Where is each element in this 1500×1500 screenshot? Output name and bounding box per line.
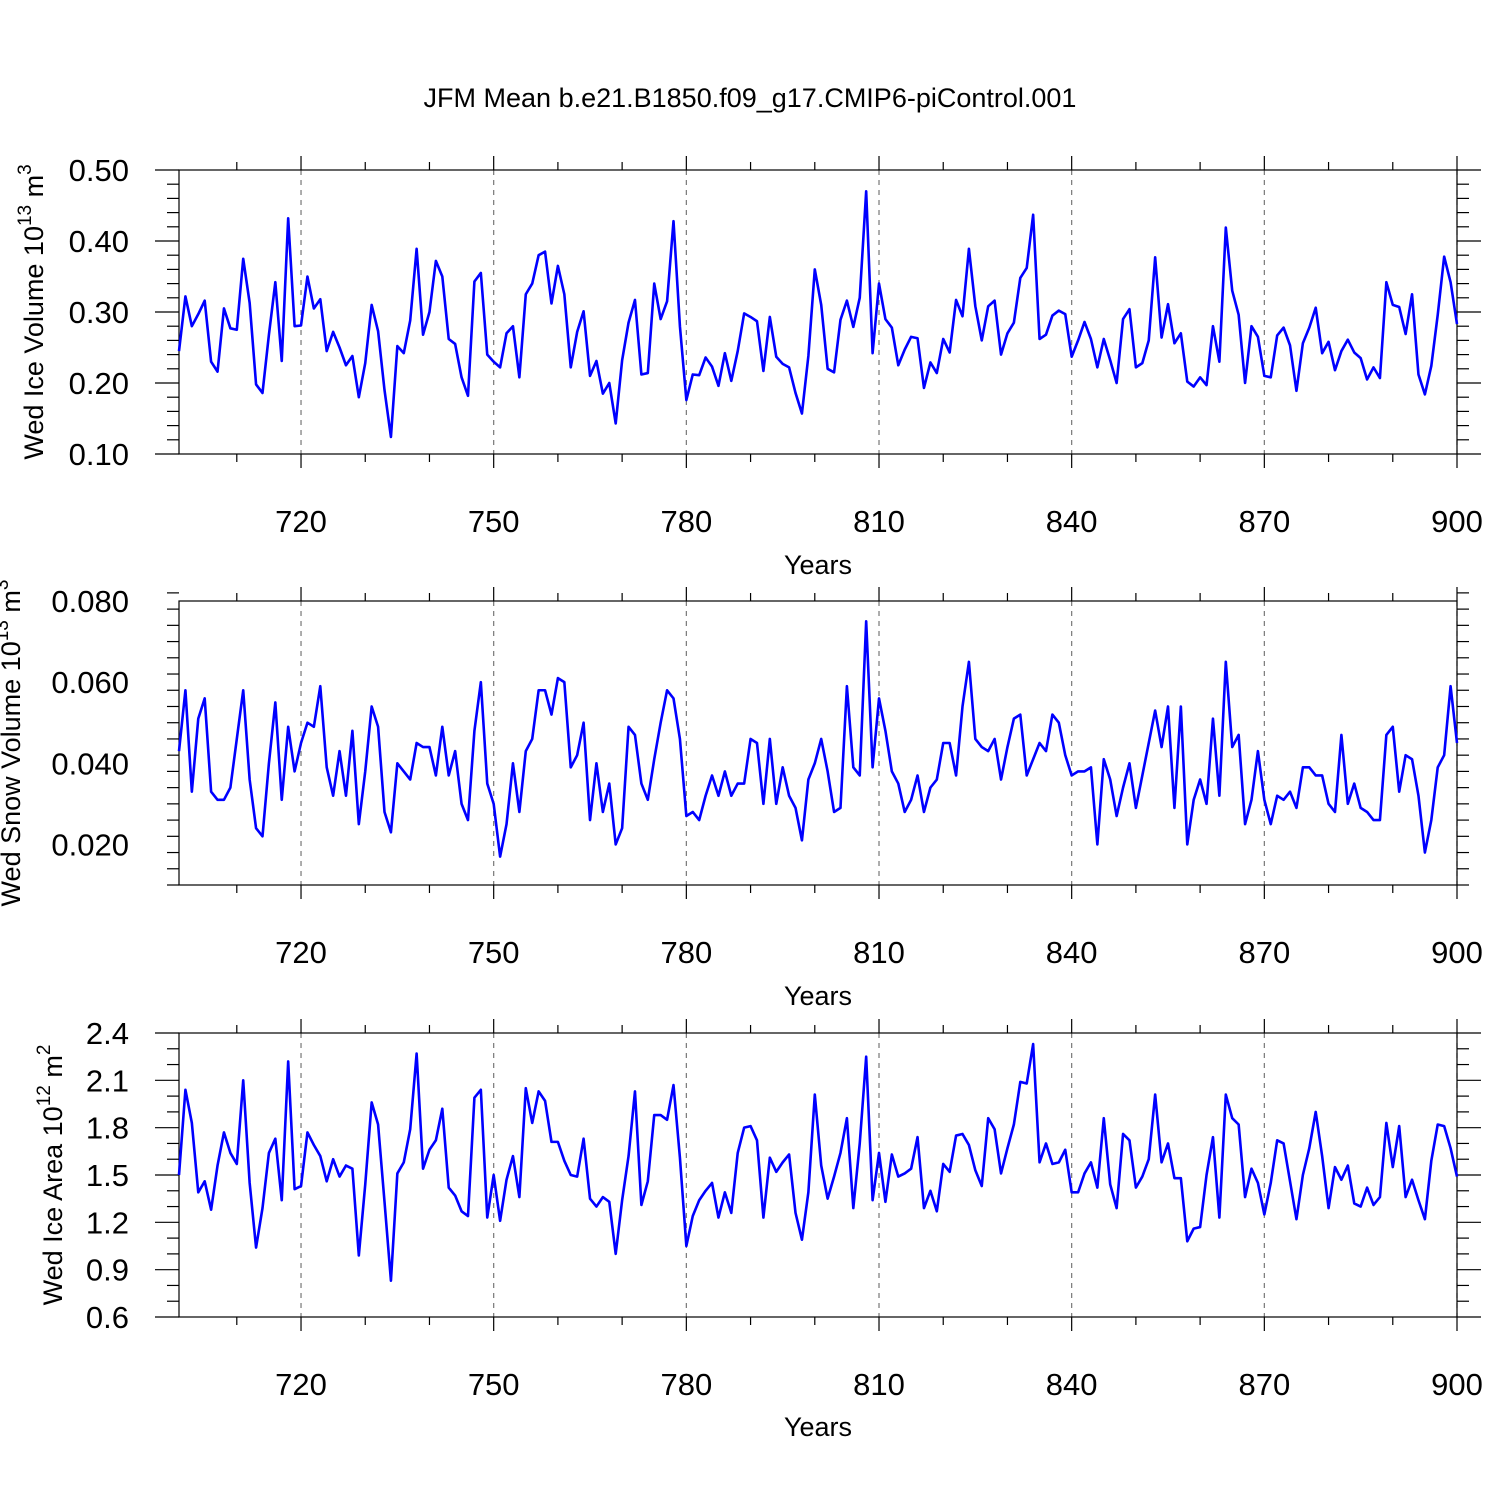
x-tick-label: 900 xyxy=(1431,504,1483,539)
x-tick-label: 750 xyxy=(468,1367,520,1402)
y-axis-label: Wed Ice Area 1012 m2 xyxy=(34,1045,68,1306)
panel-ice-volume: 720 750 780 810 840 870 900 0.10 0.20 0.30 0.40 0.… xyxy=(15,153,1483,580)
x-tick-label: 780 xyxy=(660,935,712,970)
x-axis-label: Years xyxy=(784,1412,852,1442)
x-tick-label: 720 xyxy=(275,504,327,539)
x-tick-label: 810 xyxy=(853,935,905,970)
y-tick-label: 0.30 xyxy=(69,295,129,330)
y-tick-label: 2.1 xyxy=(86,1063,129,1098)
y-tick-label: 1.8 xyxy=(86,1111,129,1146)
y-tick-label: 0.9 xyxy=(86,1253,129,1288)
x-tick-label: 780 xyxy=(660,1367,712,1402)
x-tick-label: 870 xyxy=(1238,504,1290,539)
y-tick-label: 0.10 xyxy=(69,437,129,472)
x-tick-label: 840 xyxy=(1046,504,1098,539)
panel-ice-area: 720 750 780 810 840 870 900 0.6 0.9 1.2 1.5 1.8 2.1… xyxy=(34,1016,1483,1442)
y-tick-label: 0.040 xyxy=(51,746,129,781)
y-tick-label: 0.020 xyxy=(51,827,129,862)
plot-frame xyxy=(178,600,1458,886)
x-tick-label: 810 xyxy=(853,504,905,539)
y-tick-label: 0.060 xyxy=(51,665,129,700)
x-tick-label: 750 xyxy=(468,504,520,539)
y-tick-label: 2.4 xyxy=(86,1016,129,1051)
y-axis-label: Wed Ice Volume 1013 m3 xyxy=(15,164,49,459)
x-tick-label: 870 xyxy=(1238,935,1290,970)
x-tick-label: 720 xyxy=(275,1367,327,1402)
y-tick-label: 0.20 xyxy=(69,366,129,401)
x-tick-label: 750 xyxy=(468,935,520,970)
x-tick-label: 810 xyxy=(853,1367,905,1402)
y-tick-label: 0.080 xyxy=(51,584,129,619)
panel-snow-volume: 720 750 780 810 840 870 900 0.020 0.040 0.060 0.0… xyxy=(0,580,1483,1011)
x-axis-label: Years xyxy=(784,981,852,1011)
x-axis-label: Years xyxy=(784,550,852,580)
x-tick-label: 780 xyxy=(660,504,712,539)
ice-volume-line xyxy=(177,190,1459,439)
x-tick-label: 840 xyxy=(1046,935,1098,970)
y-tick-label: 1.5 xyxy=(86,1158,129,1193)
ice-area-line xyxy=(177,1042,1459,1283)
y-tick-label: 0.50 xyxy=(69,153,129,188)
figure-title: JFM Mean b.e21.B1850.f09_g17.CMIP6-piCon… xyxy=(424,83,1077,113)
y-axis-label: Wed Snow Volume 1013 m3 xyxy=(0,580,26,907)
y-tick-label: 1.2 xyxy=(86,1205,129,1240)
x-tick-label: 900 xyxy=(1431,1367,1483,1402)
x-tick-label: 870 xyxy=(1238,1367,1290,1402)
y-tick-label: 0.40 xyxy=(69,224,129,259)
x-tick-label: 720 xyxy=(275,935,327,970)
y-tick-label: 0.6 xyxy=(86,1300,129,1335)
x-tick-label: 840 xyxy=(1046,1367,1098,1402)
x-tick-label: 900 xyxy=(1431,935,1483,970)
plot-frame xyxy=(178,1032,1458,1318)
snow-volume-line xyxy=(177,619,1459,858)
